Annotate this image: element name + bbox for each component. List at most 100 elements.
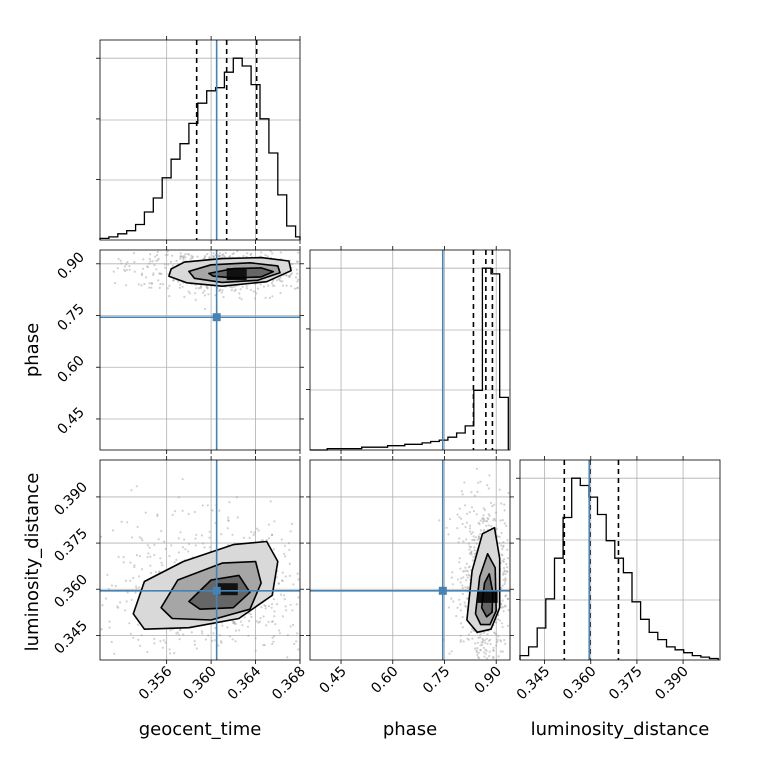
scatter-point [112,529,115,532]
scatter-point [128,268,131,271]
scatter-point [208,536,211,539]
scatter-point [179,628,182,632]
scatter-point [505,570,508,573]
scatter-point [475,649,478,652]
scatter-point [477,636,480,640]
scatter-point [289,530,292,533]
scatter-point [122,561,125,564]
scatter-point [245,287,248,290]
scatter-point [273,615,276,618]
scatter-point [196,255,199,258]
scatter-point [461,522,464,526]
scatter-point [496,638,499,641]
scatter-point [500,640,503,643]
scatter-point [126,261,129,264]
scatter-point [167,263,170,266]
scatter-point [296,286,299,289]
scatter-point [267,605,270,608]
scatter-point [191,255,195,258]
scatter-point [487,524,490,527]
scatter-point [296,272,299,275]
x-axis-label-phase: phase [383,719,437,740]
scatter-point [212,632,215,635]
scatter-point [279,291,282,295]
scatter-point [496,618,500,621]
scatter-point [169,652,172,655]
histogram-step [519,477,719,660]
scatter-point [502,560,505,564]
scatter-point [175,632,178,635]
scatter-point [283,598,286,601]
scatter-point [153,264,156,267]
scatter-point [504,572,507,576]
y-axis-label-luminosity-distance: luminosity_distance [22,473,43,652]
scatter-point [497,635,500,638]
scatter-point [296,287,299,290]
scatter-point [288,275,291,279]
scatter-point [262,285,266,288]
scatter-point [187,290,190,293]
scatter-point [264,607,267,610]
scatter-point [221,624,224,627]
scatter-point [273,610,276,613]
scatter-point [468,574,471,577]
scatter-point [504,605,507,608]
scatter-point [287,542,291,545]
scatter-point [238,629,241,632]
scatter-point [249,288,253,292]
scatter-point [208,257,212,260]
scatter-point [500,602,503,605]
scatter-point [459,640,462,643]
scatter-point [470,551,473,554]
truth-marker [212,586,221,595]
scatter-point [183,255,186,258]
scatter-point [214,294,217,297]
scatter-point [270,603,274,606]
scatter-point [207,634,210,637]
scatter-point [293,287,297,290]
scatter-point [217,256,220,259]
scatter-point [502,545,505,549]
scatter-point [206,286,209,289]
scatter-point [218,289,221,292]
scatter-point [179,255,182,258]
scatter-point [211,639,214,643]
scatter-point [144,511,147,514]
scatter-point [477,521,480,525]
scatter-point [501,559,504,563]
scatter-point [504,642,507,645]
scatter-point [292,583,295,586]
scatter-point [190,631,193,634]
scatter-point [482,507,485,510]
scatter-point [462,570,465,573]
scatter-point [475,650,478,654]
scatter-point [284,605,287,608]
panel-joint-phase-luminosity-distance [309,459,511,661]
scatter-point [483,655,486,658]
scatter-point [500,606,503,609]
scatter-point [212,252,215,255]
scatter-point [156,250,159,253]
scatter-point [288,574,291,578]
scatter-point [150,282,153,285]
panel-marginal-geocent-time [99,39,301,241]
scatter-point [459,581,462,584]
scatter-point [106,573,109,577]
scatter-point [284,273,288,277]
truth-marker [438,586,447,595]
scatter-point [493,632,496,635]
scatter-point [460,517,463,520]
scatter-point [288,275,291,278]
scatter-point [271,279,274,282]
scatter-point [458,507,461,510]
scatter-point [495,633,498,636]
scatter-point [296,280,299,283]
scatter-point [447,533,450,536]
scatter-point [477,481,480,484]
scatter-point [486,657,489,660]
scatter-point [132,636,135,639]
scatter-point [204,638,207,641]
scatter-point [283,552,286,555]
scatter-point [471,637,474,640]
scatter-point [183,295,186,298]
